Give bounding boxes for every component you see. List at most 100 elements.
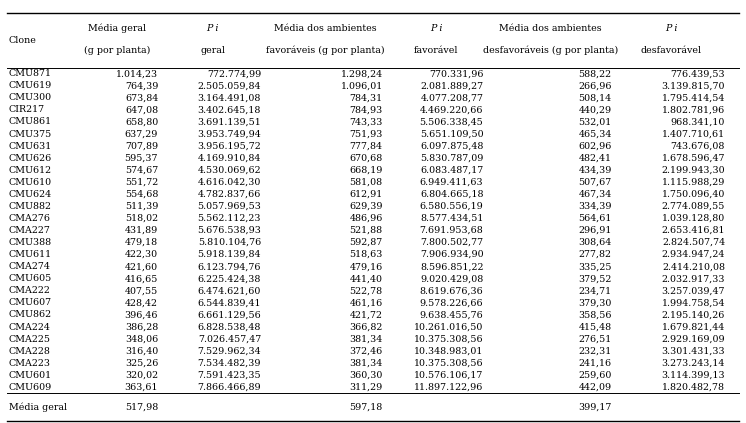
Text: CMA276: CMA276 bbox=[9, 214, 51, 223]
Text: 581,08: 581,08 bbox=[350, 178, 383, 187]
Text: 276,51: 276,51 bbox=[578, 335, 612, 343]
Text: CMU871: CMU871 bbox=[9, 69, 52, 78]
Text: CMU605: CMU605 bbox=[9, 274, 52, 283]
Text: 5.830.787,09: 5.830.787,09 bbox=[420, 154, 483, 163]
Text: 743,33: 743,33 bbox=[349, 118, 383, 126]
Text: 4.782.837,66: 4.782.837,66 bbox=[198, 190, 261, 199]
Text: 764,39: 764,39 bbox=[125, 81, 158, 90]
Text: 372,46: 372,46 bbox=[349, 347, 383, 356]
Text: 2.199.943,30: 2.199.943,30 bbox=[662, 166, 725, 175]
Text: CMU626: CMU626 bbox=[9, 154, 52, 163]
Text: 1.820.482,78: 1.820.482,78 bbox=[662, 383, 725, 392]
Text: 259,60: 259,60 bbox=[578, 371, 612, 380]
Text: 612,91: 612,91 bbox=[349, 190, 383, 199]
Text: CMU388: CMU388 bbox=[9, 238, 52, 247]
Text: 1.115.988,29: 1.115.988,29 bbox=[662, 178, 725, 187]
Text: 564,61: 564,61 bbox=[578, 214, 612, 223]
Text: 232,31: 232,31 bbox=[578, 347, 612, 356]
Text: 784,93: 784,93 bbox=[349, 105, 383, 114]
Text: 4.469.220,66: 4.469.220,66 bbox=[420, 105, 483, 114]
Text: 4.169.910,84: 4.169.910,84 bbox=[198, 154, 261, 163]
Text: 647,08: 647,08 bbox=[125, 105, 158, 114]
Text: 3.164.491,08: 3.164.491,08 bbox=[198, 93, 261, 102]
Text: 8.619.676,36: 8.619.676,36 bbox=[420, 286, 483, 295]
Text: 381,34: 381,34 bbox=[349, 335, 383, 343]
Text: desfavoráveis (g por planta): desfavoráveis (g por planta) bbox=[483, 45, 618, 55]
Text: 6.474.621,60: 6.474.621,60 bbox=[198, 286, 261, 295]
Text: CMA222: CMA222 bbox=[9, 286, 51, 295]
Text: 776.439,53: 776.439,53 bbox=[671, 69, 725, 78]
Text: 629,39: 629,39 bbox=[349, 202, 383, 211]
Text: 6.580.556,19: 6.580.556,19 bbox=[420, 202, 483, 211]
Text: 508,14: 508,14 bbox=[579, 93, 612, 102]
Text: 3.956.195,72: 3.956.195,72 bbox=[198, 142, 261, 151]
Text: 396,46: 396,46 bbox=[125, 310, 158, 319]
Text: 6.828.538,48: 6.828.538,48 bbox=[198, 323, 261, 332]
Text: CMU375: CMU375 bbox=[9, 129, 52, 138]
Text: 440,29: 440,29 bbox=[579, 105, 612, 114]
Text: 522,78: 522,78 bbox=[350, 286, 383, 295]
Text: 3.257.039,47: 3.257.039,47 bbox=[662, 286, 725, 295]
Text: CMU601: CMU601 bbox=[9, 371, 52, 380]
Text: 7.691.953,68: 7.691.953,68 bbox=[420, 226, 483, 235]
Text: 2.653.416,81: 2.653.416,81 bbox=[662, 226, 725, 235]
Text: 348,06: 348,06 bbox=[125, 335, 158, 343]
Text: 10.576.106,17: 10.576.106,17 bbox=[414, 371, 483, 380]
Text: 554,68: 554,68 bbox=[125, 190, 158, 199]
Text: 386,28: 386,28 bbox=[125, 323, 158, 332]
Text: 379,30: 379,30 bbox=[578, 298, 612, 308]
Text: 479,18: 479,18 bbox=[125, 238, 158, 247]
Text: 673,84: 673,84 bbox=[125, 93, 158, 102]
Text: 2.934.947,24: 2.934.947,24 bbox=[662, 250, 725, 259]
Text: CMU619: CMU619 bbox=[9, 81, 52, 90]
Text: 360,30: 360,30 bbox=[349, 371, 383, 380]
Text: 1.039.128,80: 1.039.128,80 bbox=[662, 214, 725, 223]
Text: 442,09: 442,09 bbox=[579, 383, 612, 392]
Text: 7.906.934,90: 7.906.934,90 bbox=[420, 250, 483, 259]
Text: 308,64: 308,64 bbox=[578, 238, 612, 247]
Text: 428,42: 428,42 bbox=[125, 298, 158, 308]
Text: 441,40: 441,40 bbox=[350, 274, 383, 283]
Text: 1.298,24: 1.298,24 bbox=[341, 69, 383, 78]
Text: 597,18: 597,18 bbox=[349, 403, 383, 412]
Text: 602,96: 602,96 bbox=[578, 142, 612, 151]
Text: CMU624: CMU624 bbox=[9, 190, 52, 199]
Text: CMA228: CMA228 bbox=[9, 347, 51, 356]
Text: 482,41: 482,41 bbox=[579, 154, 612, 163]
Text: 366,82: 366,82 bbox=[349, 323, 383, 332]
Text: 1.679.821,44: 1.679.821,44 bbox=[662, 323, 725, 332]
Text: 7.026.457,47: 7.026.457,47 bbox=[198, 335, 261, 343]
Text: 241,16: 241,16 bbox=[579, 359, 612, 368]
Text: 1.994.758,54: 1.994.758,54 bbox=[662, 298, 725, 308]
Text: 6.661.129,56: 6.661.129,56 bbox=[198, 310, 261, 319]
Text: CMU882: CMU882 bbox=[9, 202, 52, 211]
Text: 3.114.399,13: 3.114.399,13 bbox=[662, 371, 725, 380]
Text: CMA224: CMA224 bbox=[9, 323, 51, 332]
Text: 277,82: 277,82 bbox=[579, 250, 612, 259]
Text: 335,25: 335,25 bbox=[578, 262, 612, 271]
Text: 1.750.096,40: 1.750.096,40 bbox=[662, 190, 725, 199]
Text: 10.348.983,01: 10.348.983,01 bbox=[414, 347, 483, 356]
Text: CMU631: CMU631 bbox=[9, 142, 52, 151]
Text: 3.691.139,51: 3.691.139,51 bbox=[198, 118, 261, 126]
Text: 784,31: 784,31 bbox=[350, 93, 383, 102]
Text: 7.866.466,89: 7.866.466,89 bbox=[198, 383, 261, 392]
Text: 5.506.338,45: 5.506.338,45 bbox=[420, 118, 483, 126]
Text: 4.616.042,30: 4.616.042,30 bbox=[198, 178, 261, 187]
Text: 6.804.665,18: 6.804.665,18 bbox=[420, 190, 483, 199]
Text: 334,39: 334,39 bbox=[578, 202, 612, 211]
Text: 518,02: 518,02 bbox=[125, 214, 158, 223]
Text: 6.083.487,17: 6.083.487,17 bbox=[420, 166, 483, 175]
Text: (g por planta): (g por planta) bbox=[84, 46, 150, 55]
Text: 7.800.502,77: 7.800.502,77 bbox=[420, 238, 483, 247]
Text: 399,17: 399,17 bbox=[578, 403, 612, 412]
Text: 5.562.112,23: 5.562.112,23 bbox=[198, 214, 261, 223]
Text: CMU862: CMU862 bbox=[9, 310, 52, 319]
Text: 311,29: 311,29 bbox=[349, 383, 383, 392]
Text: 518,63: 518,63 bbox=[349, 250, 383, 259]
Text: 592,87: 592,87 bbox=[349, 238, 383, 247]
Text: 358,56: 358,56 bbox=[578, 310, 612, 319]
Text: 234,71: 234,71 bbox=[579, 286, 612, 295]
Text: 7.534.482,39: 7.534.482,39 bbox=[198, 359, 261, 368]
Text: 363,61: 363,61 bbox=[125, 383, 158, 392]
